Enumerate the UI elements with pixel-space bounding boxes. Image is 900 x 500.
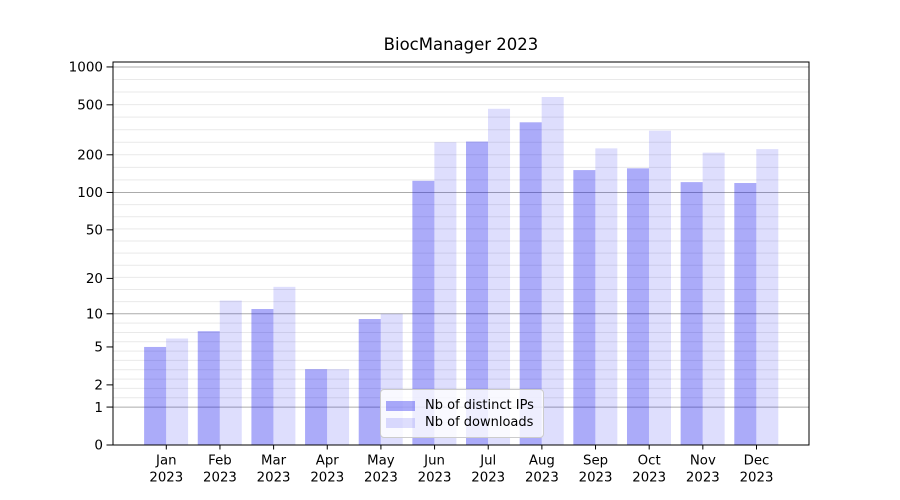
bar-distinct-ips xyxy=(251,309,274,445)
bar-downloads xyxy=(488,108,511,445)
legend-label-distinct-ips: Nb of distinct IPs xyxy=(425,398,534,413)
x-tick-label-month: Aug xyxy=(529,454,555,469)
x-tick-label-year: 2023 xyxy=(579,471,613,486)
bar-downloads xyxy=(648,130,671,446)
bar-distinct-ips xyxy=(412,180,435,445)
bar-distinct-ips xyxy=(144,346,167,445)
bar-downloads xyxy=(756,149,779,445)
x-tick-label-year: 2023 xyxy=(686,471,720,486)
bar-distinct-ips xyxy=(680,182,703,446)
bar-distinct-ips xyxy=(466,141,489,445)
bar-downloads xyxy=(273,286,296,445)
y-tick-label: 1 xyxy=(94,400,103,416)
bar-distinct-ips xyxy=(519,122,542,446)
y-tick-label: 1000 xyxy=(69,60,103,76)
x-tick-label-year: 2023 xyxy=(632,471,666,486)
bar-distinct-ips xyxy=(626,168,649,445)
legend-swatch-downloads xyxy=(386,417,415,428)
x-tick-label-year: 2023 xyxy=(310,471,344,486)
x-tick-label-year: 2023 xyxy=(471,471,505,486)
y-tick-label: 2 xyxy=(94,378,103,394)
x-tick-label-month: Jan xyxy=(155,454,177,469)
y-tick-label: 50 xyxy=(86,223,103,239)
bar-distinct-ips xyxy=(734,183,757,445)
bar-distinct-ips xyxy=(197,331,220,445)
x-tick-label-month: Sep xyxy=(583,454,608,469)
plot-frame xyxy=(112,61,810,446)
x-tick-label-month: Oct xyxy=(638,454,661,469)
legend-swatch-distinct-ips xyxy=(386,400,415,411)
chart-title: BiocManager 2023 xyxy=(383,35,539,54)
bar-downloads xyxy=(166,338,189,445)
x-tick-label-month: Mar xyxy=(261,454,287,469)
x-tick-label-year: 2023 xyxy=(418,471,452,486)
bar-downloads xyxy=(219,300,242,445)
bar-distinct-ips xyxy=(358,319,381,445)
x-tick-label-month: Dec xyxy=(744,454,770,469)
x-tick-label-month: Feb xyxy=(208,454,232,469)
x-tick-label-year: 2023 xyxy=(740,471,774,486)
bar-downloads xyxy=(595,148,618,446)
bar-downloads xyxy=(327,369,350,445)
legend-item-downloads: Nb of downloads xyxy=(386,414,537,431)
bar-downloads xyxy=(702,152,725,446)
bar-distinct-ips xyxy=(305,369,328,445)
x-tick-label-month: May xyxy=(367,454,395,469)
x-tick-label-year: 2023 xyxy=(364,471,398,486)
legend-label-downloads: Nb of downloads xyxy=(425,415,534,430)
y-tick-label: 100 xyxy=(77,185,103,201)
x-tick-label-month: Jul xyxy=(479,454,496,469)
bar-distinct-ips xyxy=(573,170,596,445)
x-tick-label-year: 2023 xyxy=(257,471,291,486)
y-tick-label: 20 xyxy=(86,271,103,287)
y-tick-label: 10 xyxy=(86,306,103,322)
x-tick-label-year: 2023 xyxy=(203,471,237,486)
y-tick-label: 500 xyxy=(77,98,103,114)
x-tick-label-year: 2023 xyxy=(525,471,559,486)
x-tick-label-month: Apr xyxy=(316,454,340,469)
y-tick-label: 5 xyxy=(94,340,103,356)
bar-downloads xyxy=(434,142,457,445)
x-tick-label-year: 2023 xyxy=(149,471,183,486)
x-tick-label-month: Jun xyxy=(423,454,445,469)
legend-item-distinct-ips: Nb of distinct IPs xyxy=(386,397,537,414)
bar-downloads xyxy=(541,96,564,445)
y-tick-label: 0 xyxy=(94,438,103,454)
legend: Nb of distinct IPs Nb of downloads xyxy=(380,389,544,438)
y-tick-label: 200 xyxy=(77,147,103,163)
x-tick-label-month: Nov xyxy=(690,454,716,469)
